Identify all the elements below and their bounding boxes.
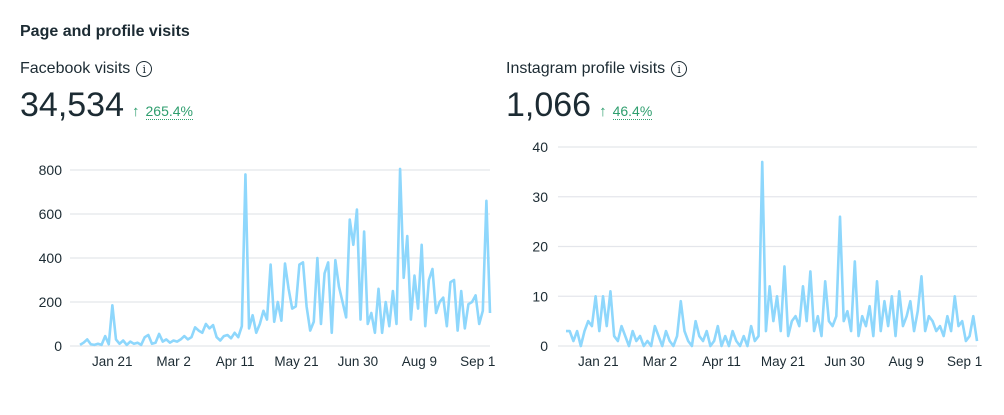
- x-tick-label: May 21: [274, 354, 318, 369]
- x-tick-label: Mar 2: [643, 354, 678, 369]
- x-tick-label: Sep 1: [947, 354, 982, 369]
- y-tick-label: 10: [532, 288, 548, 304]
- x-tick-label: May 21: [761, 354, 805, 369]
- y-tick-label: 800: [39, 162, 63, 178]
- x-tick-label: Aug 9: [402, 354, 437, 369]
- x-tick-label: Sep 1: [460, 354, 495, 369]
- y-tick-label: 600: [39, 206, 63, 222]
- arrow-up-icon: ↑: [599, 103, 607, 120]
- change-percent[interactable]: 265.4%: [145, 103, 193, 120]
- chart-0: 0 200 400 600 800 Jan 21 Mar 2 Apr 11 May 21 Jun …: [39, 162, 496, 369]
- change-percent[interactable]: 46.4%: [612, 103, 653, 120]
- y-tick-label: 20: [532, 239, 548, 255]
- metric-value: 34,534: [20, 86, 124, 124]
- series-line: [79, 167, 492, 347]
- arrow-up-icon: ↑: [132, 103, 140, 120]
- y-tick-label: 40: [532, 139, 548, 155]
- panel-label: Facebook visits: [20, 60, 131, 77]
- x-tick-label: Jan 21: [578, 354, 619, 369]
- x-tick-label: Jun 30: [338, 354, 379, 369]
- x-tick-label: Apr 11: [702, 354, 741, 369]
- series-line: [566, 160, 979, 348]
- section-title: Page and profile visits: [20, 23, 190, 40]
- y-tick-label: 400: [39, 250, 63, 266]
- panel-label: Instagram profile visits: [506, 60, 666, 77]
- metric-value: 1,066: [506, 86, 592, 124]
- info-icon[interactable]: i: [671, 61, 688, 77]
- x-tick-label: Jan 21: [92, 354, 133, 369]
- y-tick-label: 30: [532, 189, 548, 205]
- y-tick-label: 200: [39, 294, 63, 310]
- facebook-panel: Facebook visits i 34,534 ↑ 265.4%: [20, 60, 500, 125]
- y-tick-label: 0: [540, 338, 548, 354]
- x-tick-label: Apr 11: [216, 354, 255, 369]
- x-tick-label: Jun 30: [824, 354, 865, 369]
- x-tick-label: Aug 9: [889, 354, 924, 369]
- instagram-panel: Instagram profile visits i 1,066 ↑ 46.4%: [506, 60, 986, 125]
- info-icon[interactable]: i: [136, 61, 153, 77]
- chart-1: 0 10 20 30 40 Jan 21 Mar 2 Apr 11 May 21 Jun 30 Au…: [532, 139, 982, 369]
- y-tick-label: 0: [54, 338, 62, 354]
- x-tick-label: Mar 2: [156, 354, 191, 369]
